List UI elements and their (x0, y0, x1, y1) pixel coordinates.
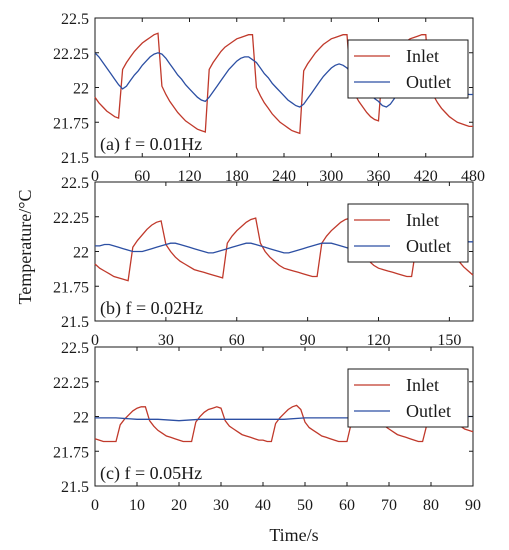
legend-label-inlet: Inlet (406, 375, 439, 395)
x-tick-label: 480 (461, 168, 485, 185)
y-tick-label: 21.75 (53, 115, 89, 132)
series-line-inlet (94, 404, 474, 443)
y-tick-label: 22.25 (53, 46, 89, 63)
x-tick-label: 420 (414, 168, 438, 185)
x-tick-label: 360 (367, 168, 391, 185)
y-tick-label: 22 (73, 245, 89, 262)
y-tick-label: 22 (73, 81, 89, 98)
legend-box (347, 368, 469, 428)
legend-label-outlet: Outlet (406, 236, 451, 256)
legend-label-inlet: Inlet (406, 46, 439, 66)
y-tick-label: 21.75 (53, 279, 89, 296)
x-tick-label: 300 (319, 168, 343, 185)
legend-label-outlet: Outlet (406, 72, 451, 92)
series-line-inlet (94, 217, 474, 282)
legend-box (347, 203, 469, 263)
y-tick-label: 22.5 (61, 11, 89, 28)
y-tick-label: 22.5 (61, 175, 89, 192)
x-tick-label: 10 (129, 497, 145, 514)
y-axis-label: Temperature/°C (15, 190, 35, 305)
x-tick-label: 20 (171, 497, 187, 514)
panel-label: (b) f = 0.02Hz (100, 298, 203, 319)
x-axis-label: Time/s (269, 525, 318, 545)
y-tick-label: 22.25 (53, 210, 89, 227)
panel-1: 0 30 60 90 120 150 21.5 21.75 22 22.25 22.5 (b) f =… (53, 175, 474, 349)
x-tick-label: 60 (339, 497, 355, 514)
x-tick-label: 30 (213, 497, 229, 514)
x-tick-label: 120 (367, 332, 391, 349)
y-tick-label: 22.25 (53, 375, 89, 392)
y-tick-label: 22.5 (61, 340, 89, 357)
x-tick-label: 30 (158, 332, 174, 349)
x-tick-label: 90 (465, 497, 481, 514)
x-tick-label: 0 (91, 332, 99, 349)
y-tick-label: 21.75 (53, 444, 89, 461)
y-tick-label: 21.5 (61, 150, 89, 167)
panel-label: (a) f = 0.01Hz (100, 134, 202, 155)
legend-label-inlet: Inlet (406, 210, 439, 230)
x-tick-label: 40 (255, 497, 271, 514)
x-tick-label: 90 (300, 332, 316, 349)
panel-2: 0 10 20 30 40 50 60 70 80 90 21.5 21.75 22 22.25 22.5 (… (53, 340, 481, 514)
panels: 0 60 120 180 240 300 360 420 48021.521.752222.25… (53, 11, 485, 514)
x-tick-label: 60 (134, 168, 150, 185)
panel-0: 0 60 120 180 240 300 360 420 480 21.5 21.75 22 22.25… (53, 11, 485, 185)
legend-label-outlet: Outlet (406, 401, 451, 421)
x-tick-label: 60 (229, 332, 245, 349)
x-tick-label: 240 (272, 168, 296, 185)
x-tick-label: 150 (437, 332, 461, 349)
series-line-inlet (94, 32, 473, 135)
x-tick-label: 70 (381, 497, 397, 514)
x-tick-label: 120 (178, 168, 202, 185)
y-tick-label: 21.5 (61, 479, 89, 496)
y-tick-label: 21.5 (61, 314, 89, 331)
x-tick-label: 50 (297, 497, 313, 514)
x-tick-label: 0 (91, 168, 99, 185)
x-tick-label: 80 (423, 497, 439, 514)
y-tick-label: 22 (73, 410, 89, 427)
x-tick-label: 0 (91, 497, 99, 514)
x-tick-label: 180 (225, 168, 249, 185)
panel-label: (c) f = 0.05Hz (100, 463, 202, 484)
legend-box (347, 39, 469, 99)
